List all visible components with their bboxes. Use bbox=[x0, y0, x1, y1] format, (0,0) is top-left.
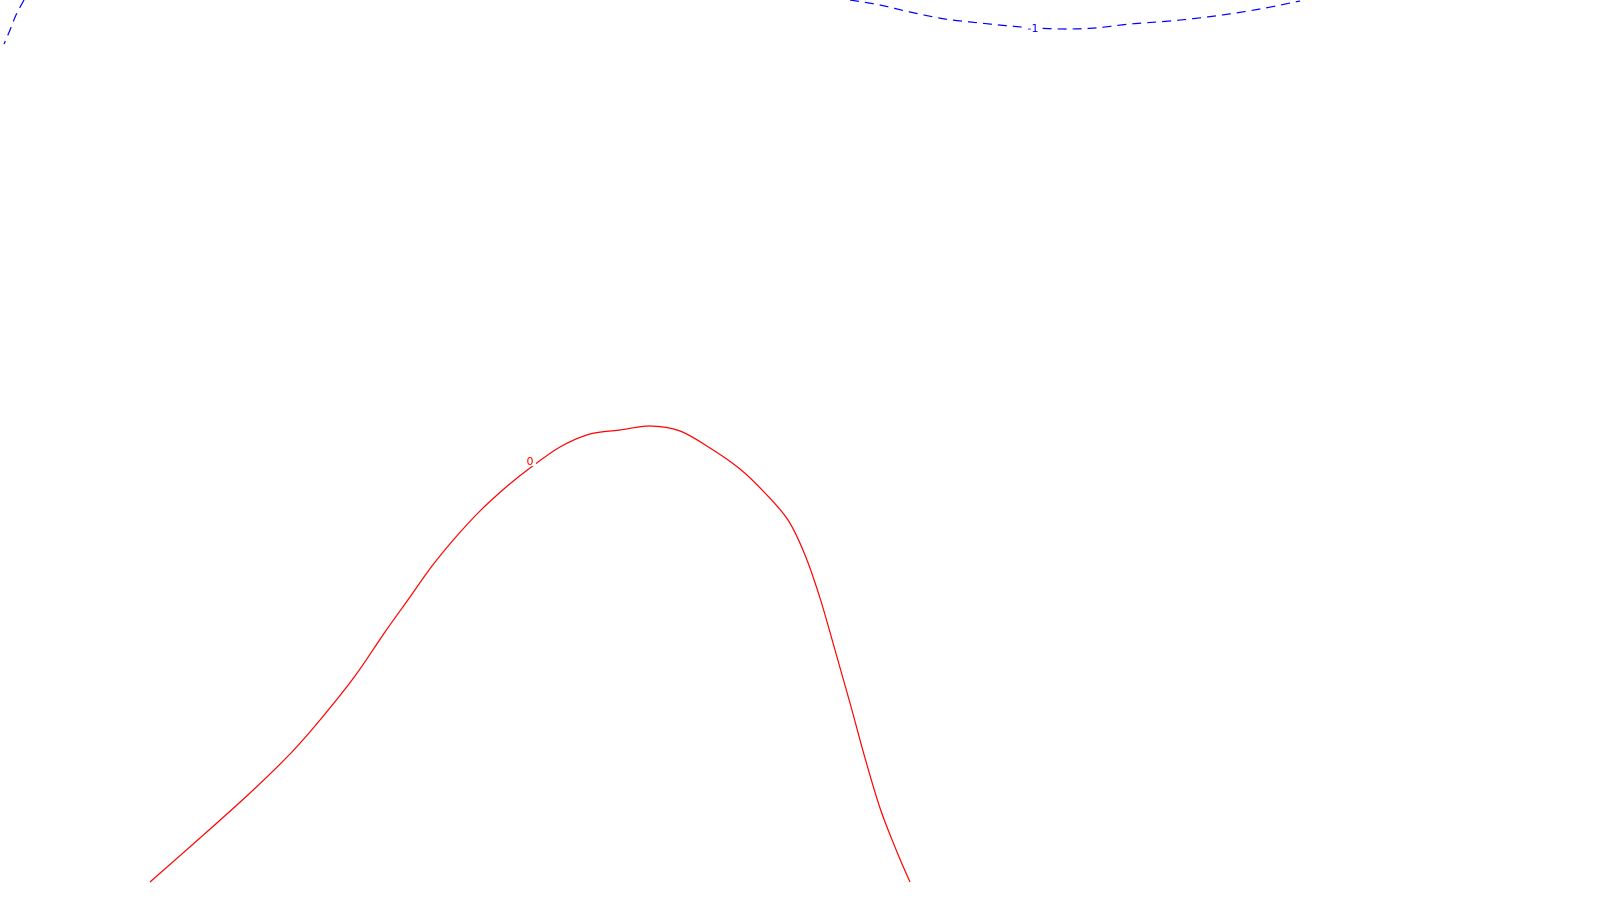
contour-level-0-label: 0 bbox=[527, 455, 534, 468]
contour-level-neg1-label-bg bbox=[1027, 21, 1039, 33]
contour-level-0 bbox=[149, 425, 911, 883]
contour-level-neg1-left bbox=[3, 0, 25, 45]
contour-lines bbox=[3, 0, 1301, 883]
contour-level-neg1 bbox=[849, 0, 1301, 30]
contour-level-0-label-bg bbox=[524, 454, 536, 466]
contour-labels: 0 -1 bbox=[524, 21, 1039, 468]
contour-level-neg1-label: -1 bbox=[1028, 22, 1039, 35]
